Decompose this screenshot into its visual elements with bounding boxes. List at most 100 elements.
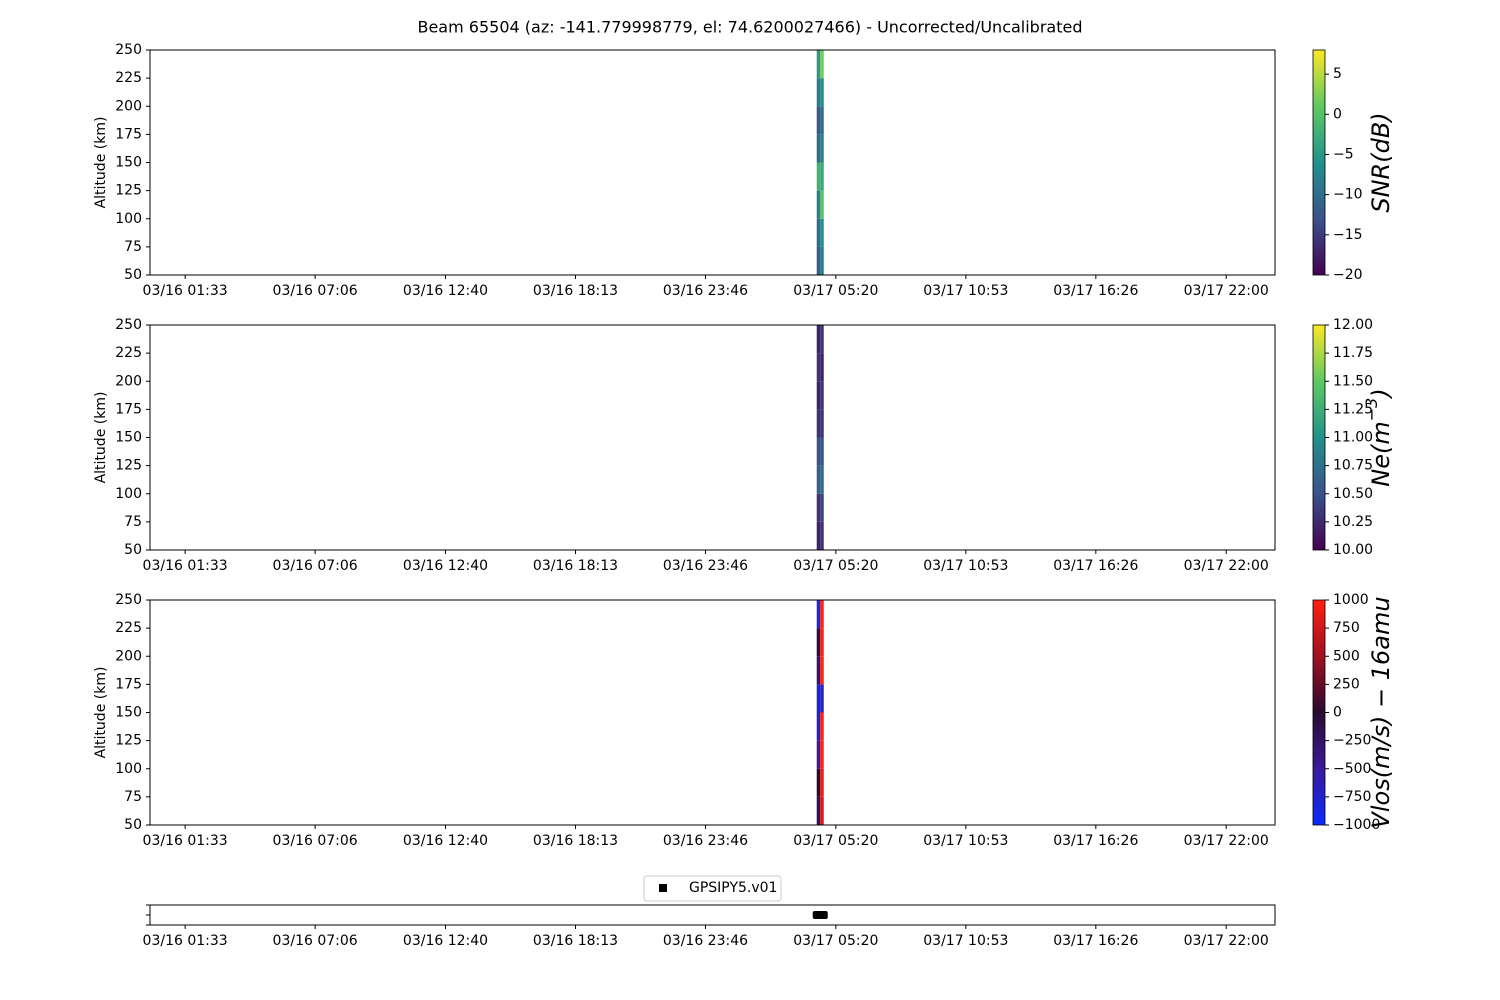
y-tick-label: 175 [115,401,142,417]
heatmap-cell [816,409,821,438]
y-tick-label: 250 [115,317,142,333]
y-tick-label: 250 [115,592,142,608]
x-tick-label: 03/16 01:33 [143,933,228,949]
plot-frame [149,904,1276,926]
colorbar-tick-label: 10.50 [1333,486,1373,502]
y-tick-label: 100 [115,211,142,227]
colorbar-tick-label: −500 [1333,761,1371,777]
heatmap-cell [816,600,821,629]
x-tick-label: 03/17 10:53 [923,833,1008,849]
heatmap-cell [816,768,821,797]
heatmap-cell [820,628,824,657]
x-tick-label: 03/16 18:13 [533,833,618,849]
heatmap-cell [820,740,824,769]
colorbar-tick-label: 10.00 [1333,542,1373,558]
colorbar-tick-label: 12.00 [1333,317,1373,333]
y-tick-label: 175 [115,126,142,142]
x-tick-label: 03/16 23:46 [663,833,748,849]
y-tick-label: 150 [115,705,142,721]
y-tick-label: 50 [124,267,142,283]
colorbar-tick-label: −15 [1333,227,1363,243]
colorbar-tick-label: 11.25 [1333,401,1373,417]
x-tick-label: 03/16 12:40 [403,933,488,949]
heatmap-cell [816,162,821,191]
heatmap-cell [820,353,824,382]
heatmap-cell [816,218,821,247]
x-tick-label: 03/17 22:00 [1184,558,1269,574]
heatmap-cell [816,190,821,219]
heatmap-cell [816,712,821,741]
heatmap-cell [820,190,824,219]
heatmap-cell [816,796,821,825]
x-tick-label: 03/16 12:40 [403,833,488,849]
x-tick-label: 03/17 05:20 [793,933,878,949]
heatmap-cell [816,628,821,657]
colorbar [1312,324,1326,551]
heatmap-cell [816,246,821,275]
y-tick-label: 225 [115,345,142,361]
heatmap-cell [820,218,824,247]
y-tick-label: 225 [115,620,142,636]
colorbar-tick-label: 250 [1333,676,1360,692]
y-axis-label: Altitude (km) [93,117,109,209]
x-tick-label: 03/16 07:06 [273,833,358,849]
heatmap-cell [820,796,824,825]
colorbar-tick-label: −10 [1333,187,1363,203]
plot-frame [149,324,1276,551]
x-tick-label: 03/17 16:26 [1053,933,1138,949]
legend-label: GPSIPY5.v01 [689,880,777,896]
y-tick-label: 125 [115,733,142,749]
y-tick-label: 225 [115,70,142,86]
x-tick-label: 03/16 01:33 [143,558,228,574]
x-tick-label: 03/17 16:26 [1053,558,1138,574]
plot-frame [149,49,1276,276]
heatmap-cell [820,106,824,135]
colorbar-tick-label: 500 [1333,648,1360,664]
y-tick-label: 125 [115,458,142,474]
x-tick-label: 03/16 23:46 [663,933,748,949]
colorbar-tick-label: −5 [1333,146,1354,162]
colorbar-tick-label: 11.75 [1333,345,1373,361]
colorbar-tick-label: −20 [1333,267,1363,283]
colorbar-tick-label: −250 [1333,733,1371,749]
heatmap-cell [820,162,824,191]
colorbar-tick-label: 750 [1333,620,1360,636]
y-tick-label: 100 [115,486,142,502]
heatmap-cell [820,246,824,275]
x-tick-label: 03/16 07:06 [273,933,358,949]
colorbar-tick-label: 0 [1333,106,1342,122]
x-tick-label: 03/17 22:00 [1184,933,1269,949]
colorbar-label: Ne(m−3) [1362,388,1395,486]
heatmap-cell [816,493,821,522]
x-tick-label: 03/16 12:40 [403,283,488,299]
colorbar-label-part: SNR(dB) [1367,112,1395,212]
y-axis-label: Altitude (km) [93,667,109,759]
y-tick-label: 200 [115,648,142,664]
colorbar-tick-label: 10.25 [1333,514,1373,530]
colorbar [1312,599,1326,826]
y-tick-label: 150 [115,430,142,446]
heatmap-cell [820,493,824,522]
heatmap-cell [816,134,821,163]
x-tick-label: 03/17 05:20 [793,558,878,574]
colorbar-tick-label: 0 [1333,705,1342,721]
y-tick-label: 150 [115,155,142,171]
plot-frame [149,599,1276,826]
heatmap-cell [816,684,821,713]
x-tick-label: 03/17 16:26 [1053,283,1138,299]
heatmap-cell [816,353,821,382]
x-tick-label: 03/17 10:53 [923,933,1008,949]
heatmap-cell [820,50,824,79]
colorbar-label-part: −3 [1362,398,1381,422]
x-tick-label: 03/16 12:40 [403,558,488,574]
x-tick-label: 03/17 05:20 [793,833,878,849]
heatmap-cell [820,600,824,629]
legend-box [643,875,782,902]
x-tick-label: 03/16 18:13 [533,933,618,949]
x-tick-label: 03/16 07:06 [273,283,358,299]
colorbar-label-part: ) [1367,388,1395,399]
x-tick-label: 03/17 22:00 [1184,833,1269,849]
heatmap-cell [816,521,821,550]
colorbar-tick-label: 11.50 [1333,373,1373,389]
heatmap-cell [820,409,824,438]
